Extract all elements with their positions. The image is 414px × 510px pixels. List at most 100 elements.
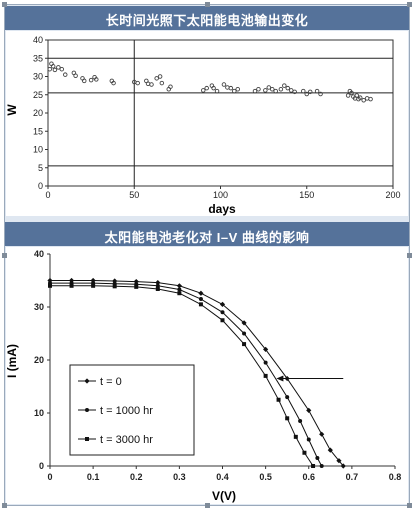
resize-handle-bottom-center[interactable] bbox=[205, 503, 210, 508]
bottom-data-point bbox=[263, 346, 269, 352]
top-data-point bbox=[149, 82, 154, 87]
top-data-point bbox=[235, 87, 240, 92]
top-data-point bbox=[221, 82, 227, 87]
bottom-y-tick-label: 30 bbox=[34, 302, 44, 312]
legend-label: t = 0 bbox=[100, 376, 122, 388]
top-y-tick-label: 35 bbox=[33, 53, 43, 63]
bottom-x-tick-label: 0 bbox=[47, 472, 52, 482]
bottom-data-point bbox=[302, 450, 307, 455]
resize-handle-middle-left[interactable] bbox=[2, 253, 7, 258]
resize-handle-top-right[interactable] bbox=[407, 2, 412, 7]
bottom-data-point bbox=[91, 283, 96, 288]
top-data-point bbox=[50, 64, 56, 69]
top-data-point bbox=[282, 83, 287, 88]
top-data-point bbox=[263, 88, 268, 93]
bottom-y-tick-label: 20 bbox=[34, 355, 44, 365]
top-data-point bbox=[252, 88, 258, 94]
top-data-point bbox=[159, 80, 165, 86]
resize-handle-middle-right[interactable] bbox=[407, 253, 412, 258]
top-y-tick-label: 15 bbox=[33, 126, 43, 136]
bottom-data-point bbox=[198, 302, 203, 307]
top-y-tick-label: 25 bbox=[33, 90, 43, 100]
top-data-point bbox=[266, 85, 272, 90]
bottom-series-line bbox=[50, 285, 314, 467]
bottom-data-point bbox=[112, 278, 118, 284]
resize-handle-bottom-left[interactable] bbox=[2, 503, 7, 508]
bottom-data-point bbox=[220, 310, 225, 315]
top-data-point bbox=[273, 88, 278, 94]
bottom-x-tick-label: 0.2 bbox=[130, 472, 143, 482]
resize-handle-top-left[interactable] bbox=[2, 2, 7, 7]
bottom-data-point bbox=[241, 320, 247, 326]
top-data-point bbox=[81, 78, 87, 84]
top-y-tick-label: 0 bbox=[38, 181, 43, 191]
legend-marker bbox=[85, 408, 89, 412]
bottom-data-point bbox=[336, 458, 342, 464]
bottom-x-tick-label: 0.7 bbox=[346, 472, 359, 482]
top-data-point bbox=[301, 88, 306, 94]
bottom-data-point bbox=[319, 464, 324, 468]
top-data-point bbox=[157, 74, 163, 79]
top-data-point bbox=[307, 89, 313, 95]
bottom-data-point bbox=[177, 287, 182, 292]
top-data-point bbox=[211, 85, 216, 91]
top-y-tick-label: 20 bbox=[33, 108, 43, 118]
legend-marker bbox=[85, 437, 89, 441]
bottom-series-line bbox=[50, 282, 323, 467]
top-data-point bbox=[228, 85, 234, 91]
top-x-tick-label: 200 bbox=[385, 190, 400, 200]
top-y-tick-label: 10 bbox=[33, 145, 43, 155]
bottom-data-point bbox=[134, 284, 139, 289]
bottom-chart-title: 太阳能电池老化对 I–V 曲线的影响 bbox=[104, 230, 310, 245]
bottom-data-point bbox=[155, 283, 160, 288]
bottom-data-point bbox=[340, 463, 346, 469]
bottom-x-tick-label: 0.4 bbox=[216, 472, 229, 482]
bottom-data-point bbox=[155, 280, 161, 286]
top-y-tick-label: 5 bbox=[38, 163, 43, 173]
top-data-point bbox=[94, 77, 99, 82]
bottom-data-point bbox=[298, 418, 303, 423]
top-x-tick-label: 50 bbox=[129, 190, 139, 200]
bottom-data-point bbox=[198, 297, 203, 302]
bottom-data-point bbox=[285, 395, 290, 400]
resize-handle-top-center[interactable] bbox=[205, 2, 210, 7]
top-data-point bbox=[154, 76, 159, 81]
bottom-data-point bbox=[176, 283, 182, 289]
top-data-point bbox=[111, 80, 116, 86]
top-data-point bbox=[270, 87, 275, 92]
resize-handle-bottom-right[interactable] bbox=[407, 503, 412, 508]
bottom-x-axis-label: V(V) bbox=[212, 489, 236, 503]
top-data-point bbox=[168, 84, 173, 89]
top-data-point bbox=[88, 77, 94, 83]
top-data-point bbox=[256, 87, 261, 92]
top-data-point bbox=[368, 96, 373, 102]
bottom-data-point bbox=[306, 407, 312, 413]
bottom-data-point bbox=[48, 283, 52, 288]
top-data-point bbox=[232, 88, 237, 94]
bottom-chart-header bbox=[5, 222, 409, 246]
bottom-data-point bbox=[276, 397, 281, 402]
bottom-x-tick-label: 0.6 bbox=[302, 472, 315, 482]
top-data-point bbox=[349, 90, 354, 96]
bottom-data-point bbox=[311, 464, 316, 468]
bottom-x-tick-label: 0.8 bbox=[389, 472, 402, 482]
top-y-tick-label: 30 bbox=[33, 72, 43, 82]
top-chart-background bbox=[6, 31, 408, 216]
bottom-data-point bbox=[155, 286, 160, 291]
top-data-point bbox=[63, 72, 68, 77]
top-data-point bbox=[214, 88, 220, 94]
bottom-y-tick-label: 40 bbox=[34, 249, 44, 259]
bottom-y-tick-label: 10 bbox=[34, 408, 44, 418]
bottom-y-axis-label: I (mA) bbox=[5, 344, 19, 378]
top-data-point bbox=[135, 80, 140, 86]
top-data-point bbox=[345, 93, 351, 98]
legend-marker bbox=[84, 378, 90, 384]
bottom-data-point bbox=[306, 437, 311, 442]
top-data-point bbox=[59, 66, 65, 72]
top-data-point bbox=[354, 93, 360, 98]
bottom-x-tick-label: 0.5 bbox=[259, 472, 272, 482]
top-data-point bbox=[357, 95, 363, 100]
top-chart-header bbox=[5, 6, 409, 30]
